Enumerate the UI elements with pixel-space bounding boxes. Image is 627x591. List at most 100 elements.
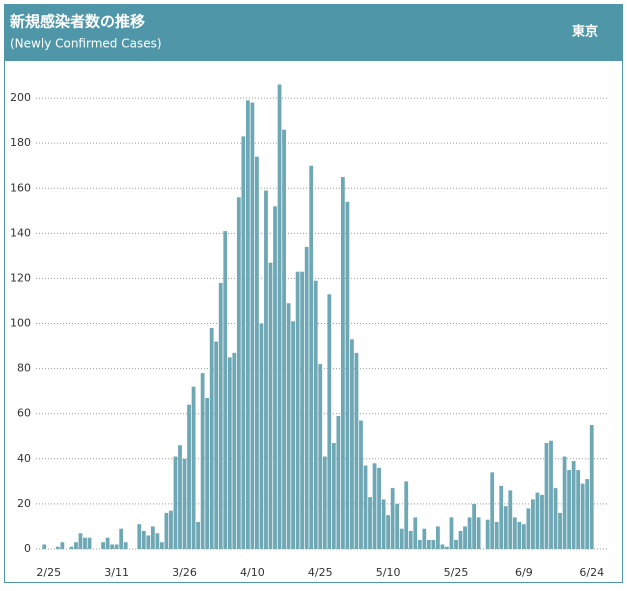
bar — [472, 503, 476, 549]
bar — [390, 488, 395, 549]
bar — [454, 539, 458, 549]
bar — [458, 530, 463, 549]
bar — [173, 456, 178, 549]
bar — [164, 512, 169, 549]
bar — [300, 271, 305, 549]
bar — [322, 456, 327, 549]
bar — [463, 526, 467, 549]
bar — [137, 524, 142, 549]
bar — [476, 517, 481, 549]
bar — [436, 526, 440, 549]
bar — [304, 246, 309, 549]
bar — [259, 323, 264, 549]
bar — [544, 443, 549, 549]
bar — [178, 445, 182, 549]
bar — [413, 517, 418, 549]
bar — [377, 467, 381, 549]
bar — [182, 458, 187, 549]
chart-subtitle: (Newly Confirmed Cases) — [10, 37, 162, 51]
bar — [60, 542, 65, 549]
bar — [540, 494, 544, 549]
x-tick-label: 6/9 — [515, 566, 533, 579]
bar — [372, 463, 377, 549]
y-tick-label: 140 — [10, 226, 31, 239]
y-tick-label: 60 — [17, 407, 31, 420]
bar — [521, 524, 526, 549]
bar — [517, 521, 522, 549]
bar — [503, 506, 508, 549]
bar — [549, 440, 553, 549]
bar — [155, 533, 160, 549]
y-tick-label: 0 — [24, 542, 31, 555]
bar — [381, 499, 386, 549]
bar — [440, 544, 445, 549]
bar — [571, 461, 576, 549]
bar — [562, 456, 567, 549]
bar — [395, 503, 400, 549]
bar — [426, 539, 431, 549]
bar — [55, 546, 60, 549]
bar — [241, 136, 246, 549]
bar — [449, 517, 454, 549]
bar — [150, 526, 155, 549]
bar — [78, 533, 83, 549]
bar — [160, 542, 164, 549]
bar — [589, 424, 594, 549]
bar — [553, 488, 558, 549]
bar — [169, 510, 173, 549]
bar — [83, 537, 87, 549]
bar — [359, 420, 363, 549]
y-tick-label: 200 — [10, 91, 31, 104]
frame — [4, 4, 623, 583]
bar — [531, 499, 535, 549]
x-tick-label: 4/10 — [240, 566, 265, 579]
bar — [431, 539, 436, 549]
bar — [255, 156, 259, 549]
y-tick-label: 120 — [10, 271, 31, 284]
bar — [264, 190, 268, 549]
bar — [580, 483, 585, 549]
y-tick-label: 40 — [17, 452, 31, 465]
bar — [146, 535, 151, 549]
bar — [318, 364, 323, 549]
bar — [227, 357, 232, 549]
bar — [282, 129, 286, 549]
bar — [87, 537, 92, 549]
bar — [485, 519, 490, 549]
bar — [232, 352, 237, 549]
bar — [494, 521, 499, 549]
bar — [445, 546, 449, 549]
bar — [218, 282, 223, 549]
bar — [467, 517, 472, 549]
bar — [277, 84, 282, 549]
bar — [368, 497, 372, 549]
bar — [223, 231, 228, 549]
bar — [512, 517, 517, 549]
x-tick-label: 2/25 — [36, 566, 61, 579]
bar — [236, 197, 241, 549]
bar — [74, 542, 78, 549]
bar — [187, 404, 191, 549]
bar — [119, 528, 124, 549]
bar — [42, 544, 47, 549]
bar — [295, 271, 300, 549]
bar — [105, 537, 110, 549]
chart-title: 新規感染者数の推移 — [10, 13, 145, 31]
bar — [200, 373, 205, 549]
bar — [340, 176, 345, 549]
bar — [141, 530, 146, 549]
bar — [268, 262, 273, 549]
bar — [69, 546, 74, 549]
bar — [499, 485, 504, 549]
bar — [350, 339, 354, 549]
bar — [404, 481, 409, 549]
y-tick-label: 80 — [17, 362, 31, 375]
bar — [309, 165, 314, 549]
bar — [191, 386, 196, 549]
x-tick-label: 5/25 — [444, 566, 469, 579]
bar — [273, 206, 277, 549]
bar — [386, 515, 391, 549]
x-tick-label: 3/26 — [172, 566, 197, 579]
x-tick-label: 3/11 — [104, 566, 129, 579]
